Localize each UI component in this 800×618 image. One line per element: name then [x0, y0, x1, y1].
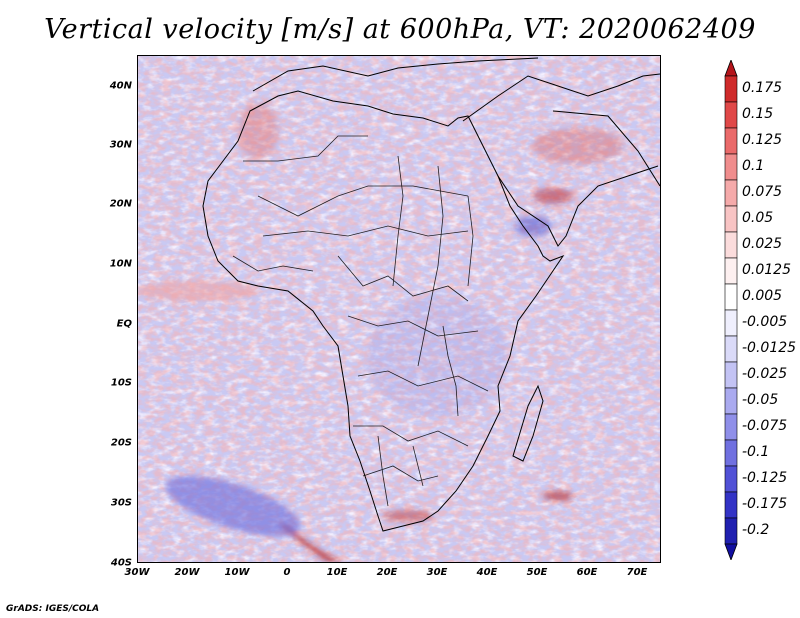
- lon-tick-label: 10E: [326, 567, 348, 578]
- colorbar-label: 0.005: [742, 288, 783, 304]
- colorbar-label: -0.125: [742, 470, 788, 486]
- colorbar-swatch: [724, 205, 738, 233]
- colorbar-label: -0.005: [742, 314, 788, 330]
- colorbar-label: 0.075: [742, 184, 783, 200]
- velocity-features: [138, 103, 623, 562]
- colorbar-swatch: [724, 491, 738, 519]
- colorbar-swatch: [724, 413, 738, 441]
- colorbar-label: -0.025: [742, 366, 788, 382]
- colorbar-label: -0.05: [742, 392, 779, 408]
- colorbar-label: -0.1: [742, 444, 770, 460]
- lon-tick-label: 30W: [124, 567, 150, 578]
- lon-tick-label: 0: [283, 567, 291, 578]
- africa-coastline: [202, 57, 660, 532]
- colorbar-swatch: [724, 179, 738, 207]
- colorbar-label: -0.0125: [742, 340, 797, 356]
- colorbar-label: -0.175: [742, 496, 788, 512]
- colorbar-swatch: [724, 361, 738, 389]
- madagascar-coastline: [512, 384, 544, 462]
- map-canvas: [138, 56, 660, 562]
- map-title: Vertical velocity [m/s] at 600hPa, VT: 2…: [44, 14, 756, 45]
- colorbar-label: 0.0125: [742, 262, 791, 278]
- colorbar-swatch: [724, 75, 738, 103]
- credit-text: GrADS: IGES/COLA: [6, 604, 100, 614]
- lat-tick-label: 10N: [109, 258, 132, 270]
- lon-tick-label: 20W: [174, 567, 200, 578]
- colorbar-swatch: [724, 231, 738, 259]
- colorbar-label: 0.05: [742, 210, 774, 226]
- lon-tick-label: 40E: [476, 567, 498, 578]
- lon-tick-label: 30E: [426, 567, 448, 578]
- colorbar-swatch: [724, 309, 738, 337]
- lat-tick-label: 30S: [110, 497, 132, 509]
- colorbar-swatch: [724, 101, 738, 129]
- lat-tick-label: EQ: [116, 318, 132, 330]
- colorbar-swatch: [724, 283, 738, 311]
- colorbar-label: 0.025: [742, 236, 783, 252]
- colorbar-swatch: [724, 465, 738, 493]
- colorbar-swatch: [724, 153, 738, 181]
- lon-tick-label: 10W: [224, 567, 250, 578]
- colorbar: [724, 60, 738, 560]
- lat-tick-label: 10S: [110, 377, 132, 389]
- colorbar-swatch: [724, 387, 738, 415]
- colorbar-label: -0.075: [742, 418, 788, 434]
- colorbar-min-arrow: [724, 543, 738, 560]
- colorbar-label: 0.1: [742, 158, 765, 174]
- country-borders: [232, 135, 489, 507]
- lat-tick-label: 40S: [110, 557, 132, 569]
- map-plot-area: [137, 55, 661, 563]
- lat-tick-label: 20N: [109, 198, 132, 210]
- colorbar-swatch: [724, 439, 738, 467]
- lat-tick-label: 20S: [110, 437, 132, 449]
- colorbar-label: -0.2: [742, 522, 770, 538]
- colorbar-label: 0.125: [742, 132, 783, 148]
- colorbar-swatch: [724, 517, 738, 545]
- colorbar-label: 0.15: [742, 106, 774, 122]
- lat-tick-label: 40N: [109, 80, 132, 92]
- lon-tick-label: 60E: [576, 567, 598, 578]
- lon-tick-label: 20E: [376, 567, 398, 578]
- colorbar-label: 0.175: [742, 80, 783, 96]
- colorbar-swatch: [724, 127, 738, 155]
- lon-tick-label: 50E: [526, 567, 548, 578]
- lat-tick-label: 30N: [109, 139, 132, 151]
- lon-tick-label: 70E: [626, 567, 648, 578]
- colorbar-max-arrow: [724, 60, 738, 77]
- colorbar-swatch: [724, 335, 738, 363]
- colorbar-swatch: [724, 257, 738, 285]
